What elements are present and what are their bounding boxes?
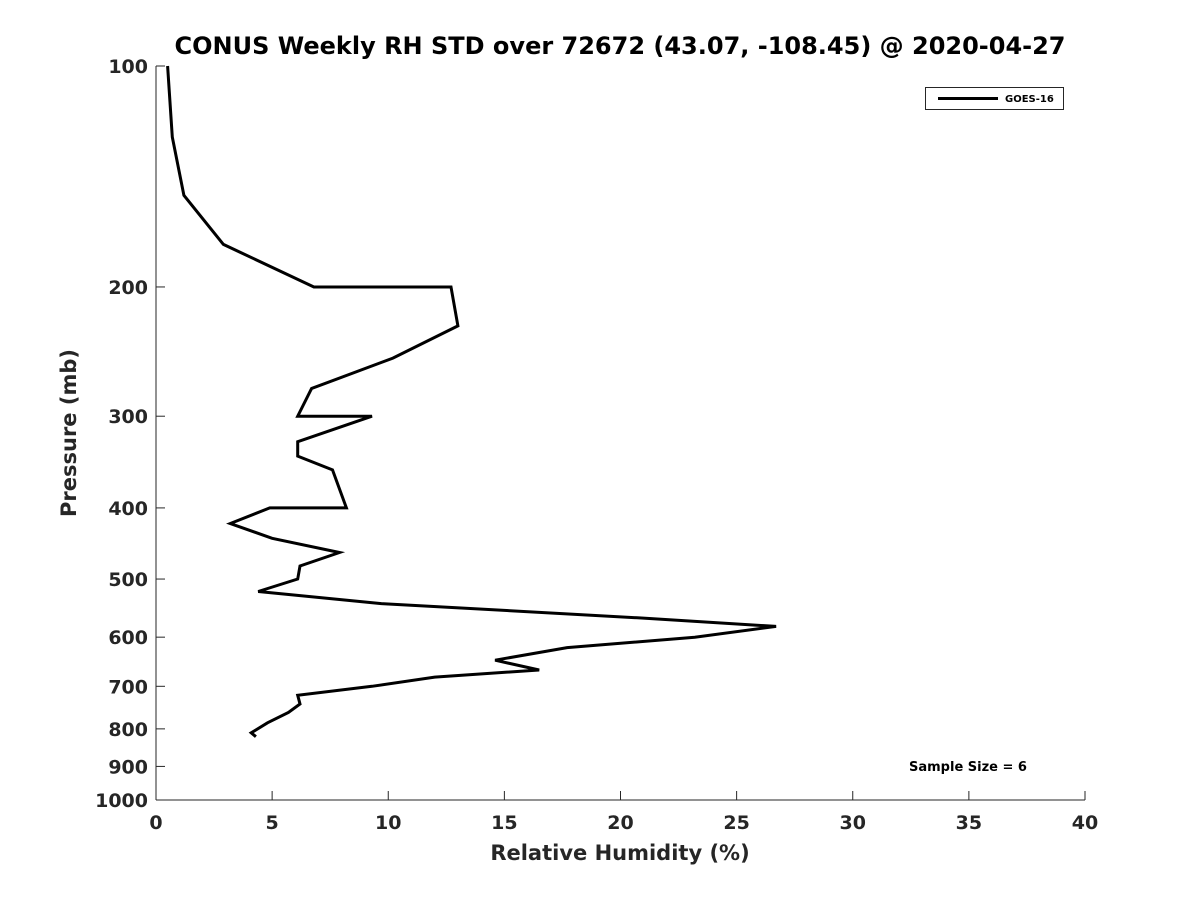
x-tick-label-20: 20: [607, 812, 633, 834]
x-tick-label-0: 0: [149, 812, 162, 834]
y-tick-label-500: 500: [108, 569, 148, 591]
y-tick-label-300: 300: [108, 406, 148, 428]
y-tick-label-600: 600: [108, 627, 148, 649]
y-tick-label-100: 100: [108, 56, 148, 78]
x-tick-label-35: 35: [956, 812, 982, 834]
x-tick-label-40: 40: [1072, 812, 1098, 834]
x-tick-label-5: 5: [266, 812, 279, 834]
y-tick-label-1000: 1000: [95, 790, 148, 812]
y-tick-label-400: 400: [108, 498, 148, 520]
y-ticks: 100 200 300 400 500 600 700 800 900 1000: [95, 56, 165, 812]
x-ticks: 0 5 10 15 20 25 30 35 40: [149, 791, 1098, 834]
x-tick-label-25: 25: [723, 812, 749, 834]
legend-label-goes-16: GOES-16: [1005, 94, 1054, 105]
x-tick-label-30: 30: [840, 812, 866, 834]
x-axis-label: Relative Humidity (%): [490, 841, 749, 865]
sample-size-annotation: Sample Size = 6: [909, 760, 1027, 775]
x-tick-label-10: 10: [375, 812, 401, 834]
legend: GOES-16: [925, 87, 1064, 110]
y-tick-label-900: 900: [108, 756, 148, 778]
x-tick-label-15: 15: [491, 812, 517, 834]
chart-title: CONUS Weekly RH STD over 72672 (43.07, -…: [174, 32, 1065, 60]
y-tick-label-800: 800: [108, 719, 148, 741]
y-tick-label-200: 200: [108, 277, 148, 299]
series-line-goes-16: [166, 65, 777, 738]
series-layer: [166, 65, 777, 738]
y-axis-label: Pressure (mb): [57, 349, 81, 517]
y-tick-label-700: 700: [108, 676, 148, 698]
plot-axes: [155, 66, 1085, 801]
